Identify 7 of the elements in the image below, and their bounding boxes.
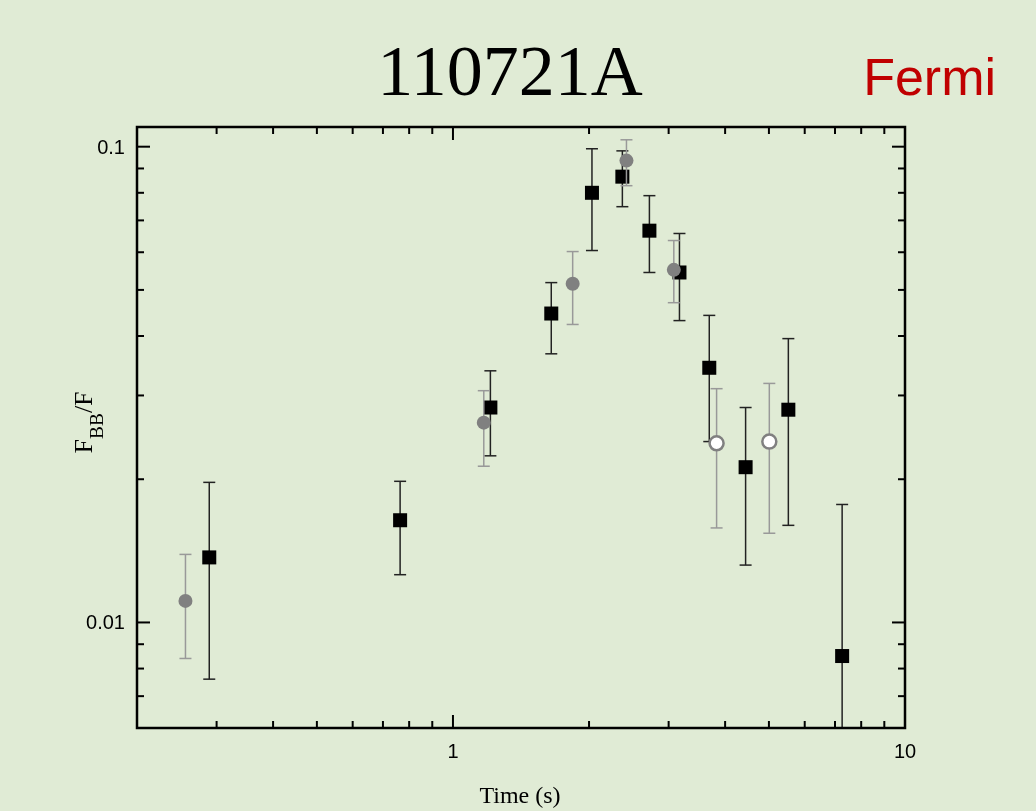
y-tick-label: 0.01 xyxy=(86,611,125,634)
x-axis-title: Time (s) xyxy=(479,782,561,808)
x-tick-label: 10 xyxy=(893,740,917,762)
text: Fermi xyxy=(863,48,996,106)
y-tick-label: 0.1 xyxy=(97,135,125,158)
chart-title: 110721A xyxy=(377,31,643,111)
x-tick-label: 1 xyxy=(447,740,459,762)
